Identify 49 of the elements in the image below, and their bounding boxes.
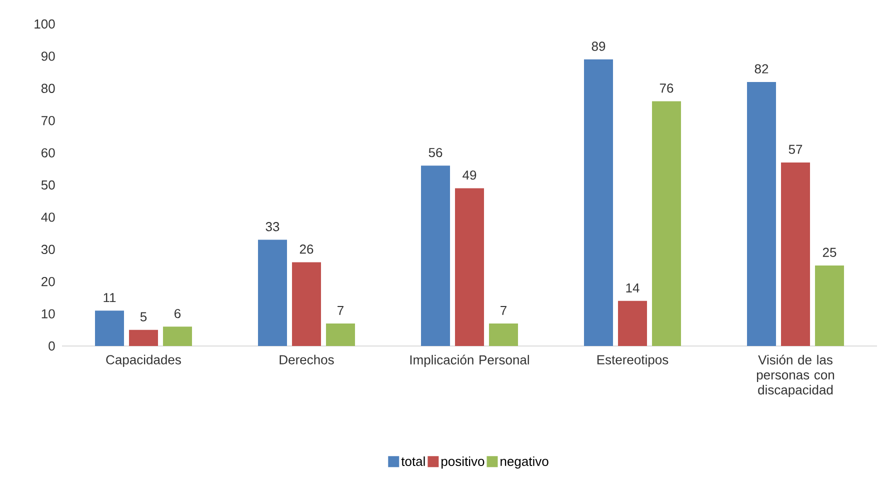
x-tick-label: Visión de las personas con discapacidad xyxy=(756,354,834,398)
bar xyxy=(618,300,648,346)
bar xyxy=(584,59,614,346)
data-label: 14 xyxy=(626,283,640,292)
bar xyxy=(258,240,287,346)
x-tick-label: Implicación Personal xyxy=(410,354,529,368)
data-label: 26 xyxy=(300,244,314,254)
y-tick-label: 20 xyxy=(42,276,55,286)
bar xyxy=(747,82,776,346)
bar xyxy=(815,266,844,346)
data-label: 6 xyxy=(174,308,181,318)
legend-label: positivo xyxy=(442,456,484,469)
data-label: 7 xyxy=(338,306,344,315)
bar xyxy=(489,323,518,346)
y-tick-label: 100 xyxy=(34,19,55,29)
data-label: 33 xyxy=(266,222,280,232)
data-label: 82 xyxy=(754,64,768,74)
data-label: 5 xyxy=(140,312,147,322)
y-tick-label: 30 xyxy=(41,244,55,254)
bar xyxy=(326,323,356,346)
y-tick-label: 70 xyxy=(42,116,55,126)
bar xyxy=(163,326,192,346)
x-tick-label: Estereotipos xyxy=(597,354,668,367)
bar xyxy=(421,166,450,346)
legend-label: negativo xyxy=(500,456,548,469)
y-tick-label: 50 xyxy=(41,180,55,190)
bar xyxy=(129,330,158,346)
x-tick-label: Capacidades xyxy=(106,354,181,367)
y-tick-label: 60 xyxy=(42,148,55,158)
data-label: 57 xyxy=(788,144,802,154)
data-label: 25 xyxy=(822,248,836,257)
bar xyxy=(292,262,321,346)
y-tick-label: 40 xyxy=(41,212,55,222)
data-label: 89 xyxy=(592,42,606,51)
y-tick-label: 0 xyxy=(48,341,55,351)
data-label: 11 xyxy=(104,293,116,302)
bar xyxy=(95,310,124,346)
bar xyxy=(455,188,484,346)
data-label: 56 xyxy=(428,148,442,158)
y-tick-label: 90 xyxy=(41,52,55,61)
data-label: 7 xyxy=(500,306,506,315)
bar xyxy=(781,162,810,346)
x-tick-label: Derechos xyxy=(280,354,334,364)
y-tick-label: 10 xyxy=(42,309,55,318)
y-tick-label: 80 xyxy=(41,84,55,93)
legend-label: total xyxy=(401,456,425,466)
bar xyxy=(652,101,682,346)
data-label: 49 xyxy=(462,170,476,180)
data-label: 76 xyxy=(660,84,674,93)
